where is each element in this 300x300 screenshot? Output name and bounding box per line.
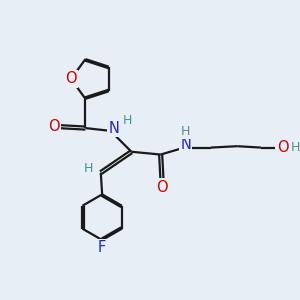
Text: O: O: [48, 119, 60, 134]
Text: O: O: [65, 71, 77, 86]
Text: F: F: [98, 240, 106, 255]
Text: O: O: [156, 180, 168, 195]
Text: H: H: [291, 140, 300, 154]
Text: H: H: [123, 114, 133, 127]
Text: O: O: [277, 140, 289, 154]
Text: H: H: [84, 162, 93, 175]
Text: N: N: [108, 121, 119, 136]
Text: N: N: [180, 137, 191, 152]
Text: H: H: [181, 125, 190, 138]
